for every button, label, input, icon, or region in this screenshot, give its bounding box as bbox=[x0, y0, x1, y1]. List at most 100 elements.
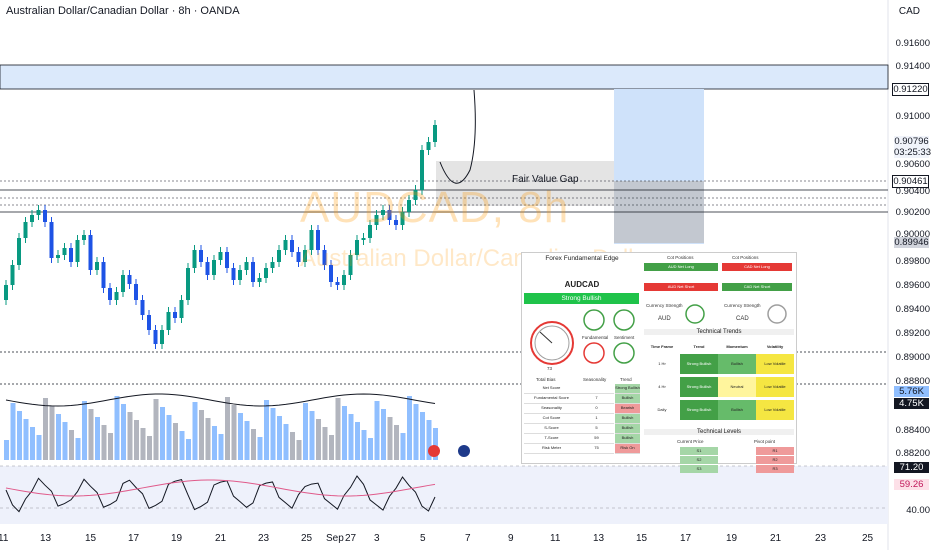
fair-value-gap-label: Fair Value Gap bbox=[512, 174, 579, 185]
score-cell: 7 bbox=[579, 394, 614, 404]
price-tick: 0.90000 bbox=[895, 229, 930, 240]
trend-cell: Low Volatile bbox=[756, 377, 794, 397]
candle bbox=[82, 235, 86, 240]
candle bbox=[127, 275, 132, 284]
support-level: S1 bbox=[680, 447, 718, 455]
candle bbox=[218, 252, 223, 260]
volume-bar bbox=[361, 430, 367, 460]
candle bbox=[277, 250, 281, 262]
volume-bar bbox=[186, 439, 191, 460]
candle bbox=[179, 300, 184, 318]
volume-bar bbox=[166, 415, 172, 460]
candle bbox=[368, 225, 372, 238]
volume-bar bbox=[316, 419, 321, 460]
score-cell: Cot Score bbox=[524, 414, 579, 424]
candle bbox=[186, 268, 190, 300]
candle bbox=[134, 284, 138, 300]
volume-bar bbox=[433, 428, 438, 460]
price-tick: 0.88800 bbox=[895, 376, 930, 387]
flag-australia-icon bbox=[458, 445, 470, 457]
levels-header: Current Price bbox=[677, 439, 704, 444]
volume-bar bbox=[231, 405, 237, 460]
volume-bar bbox=[407, 396, 412, 460]
time-tick: 19 bbox=[726, 533, 738, 544]
cot-cad-bar: CAD Net Long bbox=[722, 263, 792, 271]
trend-cell: Bullish bbox=[718, 354, 756, 374]
time-tick-month: 23 bbox=[815, 533, 827, 544]
candle bbox=[361, 238, 366, 240]
volume-bar bbox=[290, 432, 295, 460]
volume-bar bbox=[147, 436, 152, 460]
resistance-level: R3 bbox=[756, 465, 794, 473]
volume-bar bbox=[374, 401, 380, 460]
candle bbox=[433, 125, 437, 142]
price-tick: 0.91600 bbox=[895, 38, 930, 49]
volume-bar bbox=[342, 406, 347, 460]
flag-canada-icon bbox=[428, 445, 440, 457]
volume-bar bbox=[56, 414, 61, 460]
volume-bar bbox=[205, 418, 211, 460]
price-tag-level: 0.90461 bbox=[892, 175, 929, 188]
volume-bar bbox=[212, 426, 217, 460]
panel-pair: AUDCAD bbox=[564, 280, 600, 289]
strength-gauge-icon bbox=[685, 304, 787, 324]
candle bbox=[4, 285, 8, 300]
volume-bar bbox=[225, 397, 230, 460]
candle bbox=[355, 240, 359, 255]
candle bbox=[17, 238, 21, 265]
score-cell: Bullish bbox=[615, 434, 640, 444]
volume-bar bbox=[355, 422, 360, 460]
price-tick: 0.89800 bbox=[895, 256, 930, 267]
watermark-symbol: AUDCAD, 8h bbox=[300, 183, 570, 232]
candle bbox=[23, 222, 28, 238]
trend-cell: Low Volatile bbox=[756, 354, 794, 374]
volume-bar bbox=[251, 429, 256, 460]
candle bbox=[153, 330, 158, 344]
candle bbox=[316, 230, 320, 250]
trend-cell: 4 Hr bbox=[644, 377, 680, 397]
volume-bar bbox=[381, 409, 386, 460]
candle bbox=[413, 190, 418, 200]
volume-bar bbox=[23, 419, 29, 460]
fundamental-label: Fundamental bbox=[582, 335, 609, 340]
candle bbox=[329, 265, 333, 282]
time-tick: 21 bbox=[770, 533, 782, 544]
cot-title: Cot Positions bbox=[732, 255, 759, 260]
time-tick: 19 bbox=[171, 533, 183, 544]
volume-bar bbox=[49, 406, 55, 460]
aud-label: AUD bbox=[658, 316, 671, 322]
volume-bar bbox=[296, 440, 302, 460]
bias-badge: Strong Bullish bbox=[524, 293, 639, 304]
trend-cell: Low Volatile bbox=[756, 400, 794, 420]
trend-cell: Strong Bullish bbox=[680, 400, 718, 420]
mini-gauge-icon bbox=[583, 309, 635, 331]
score-cell: T-Score bbox=[524, 434, 579, 444]
volume-bar bbox=[387, 417, 393, 460]
candle bbox=[426, 142, 431, 150]
price-tick: 0.89400 bbox=[895, 304, 930, 315]
score-header: Total Bias bbox=[536, 377, 556, 382]
candle bbox=[205, 262, 210, 275]
time-tick: 13 bbox=[40, 533, 52, 544]
rsi-ma-tag: 59.26 bbox=[894, 479, 929, 490]
score-cell: 75 bbox=[579, 444, 614, 454]
candle bbox=[114, 292, 119, 300]
candle bbox=[212, 260, 216, 275]
score-cell: 0 bbox=[579, 404, 614, 414]
score-cell: 59 bbox=[579, 434, 614, 444]
volume-bar bbox=[69, 430, 74, 460]
rsi-value-tag: 71.20 bbox=[894, 462, 929, 473]
candle bbox=[160, 330, 164, 344]
volume-bar bbox=[10, 403, 16, 460]
time-tick: 9 bbox=[508, 533, 514, 544]
levels-header: Pivot point bbox=[754, 439, 776, 444]
candle bbox=[342, 275, 346, 285]
currency-label: CAD bbox=[898, 6, 920, 17]
volume-bar bbox=[36, 435, 42, 460]
candle bbox=[335, 282, 340, 285]
resistance-level: R2 bbox=[756, 456, 794, 464]
candle bbox=[270, 262, 275, 268]
time-tick: 25 bbox=[862, 533, 874, 544]
volume-bar bbox=[400, 433, 406, 460]
